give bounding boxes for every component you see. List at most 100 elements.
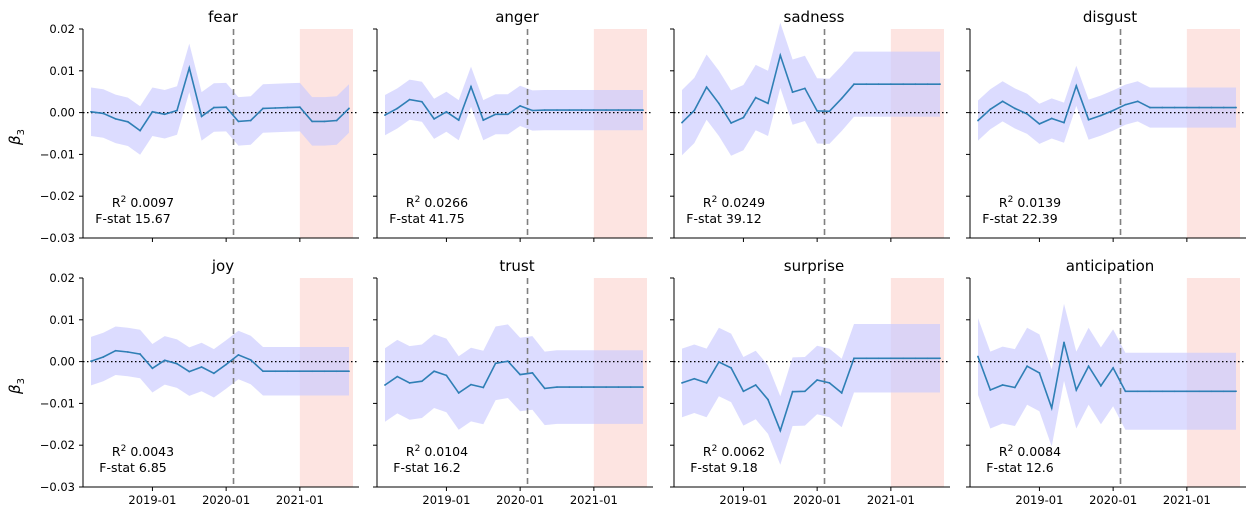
series-line bbox=[681, 52, 940, 125]
data-point bbox=[237, 354, 240, 356]
data-point bbox=[420, 380, 423, 383]
x-tick-label: 2020-01 bbox=[1089, 493, 1137, 506]
data-point bbox=[176, 109, 178, 112]
data-point bbox=[225, 363, 228, 366]
data-point bbox=[457, 119, 460, 122]
data-point bbox=[139, 353, 142, 355]
panel-surprise: 2019-01 2020-01 2021-01 surprise R2 0.0062F-… bbox=[670, 257, 950, 506]
data-point bbox=[274, 107, 277, 109]
data-point bbox=[384, 384, 386, 386]
data-point bbox=[1210, 390, 1213, 393]
r2-label: R2 0.0097 bbox=[112, 195, 174, 210]
panel-trust: 2019-01 2020-01 2021-01 trust R2 0.0104F-sta… bbox=[373, 257, 653, 506]
y-tick-label: −0.02 bbox=[40, 189, 75, 203]
data-point bbox=[767, 102, 769, 105]
data-point bbox=[914, 357, 917, 360]
data-point bbox=[889, 357, 892, 360]
data-point bbox=[1087, 118, 1090, 121]
data-point bbox=[1185, 390, 1188, 393]
data-point bbox=[1013, 386, 1016, 389]
y-tick-label: 0.02 bbox=[49, 271, 75, 285]
x-tick-label: 2019-01 bbox=[422, 493, 470, 506]
data-point bbox=[1149, 390, 1151, 393]
confidence-band bbox=[91, 43, 349, 155]
data-point bbox=[1235, 106, 1237, 109]
shaded-period bbox=[593, 29, 647, 238]
data-point bbox=[580, 109, 583, 111]
data-point bbox=[1161, 390, 1164, 393]
data-point bbox=[939, 357, 941, 360]
x-tick-label: 2019-01 bbox=[128, 493, 176, 506]
data-point bbox=[262, 107, 264, 110]
data-point bbox=[433, 117, 436, 120]
data-point bbox=[779, 429, 782, 432]
panel-title: fear bbox=[208, 8, 239, 26]
r2-label: R2 0.0043 bbox=[112, 444, 174, 459]
fstat-label: F-stat 22.39 bbox=[982, 211, 1057, 226]
data-point bbox=[482, 386, 485, 389]
data-point bbox=[420, 100, 423, 103]
data-point bbox=[1124, 103, 1127, 106]
y-axis-title: β3 bbox=[6, 129, 27, 146]
data-point bbox=[396, 375, 399, 378]
data-point bbox=[828, 382, 831, 384]
data-point bbox=[126, 351, 129, 353]
panel-title: anticipation bbox=[1066, 257, 1155, 275]
data-point bbox=[396, 107, 399, 110]
data-point bbox=[1210, 106, 1213, 109]
data-point bbox=[1185, 106, 1188, 109]
data-point bbox=[188, 66, 191, 69]
data-point bbox=[531, 109, 534, 112]
data-point bbox=[705, 86, 708, 89]
data-point bbox=[803, 87, 806, 90]
data-point bbox=[592, 386, 595, 388]
data-point bbox=[1173, 106, 1176, 109]
data-point bbox=[1050, 117, 1053, 120]
data-point bbox=[629, 386, 632, 388]
y-tick-label: 0.02 bbox=[49, 22, 75, 36]
y-tick-label: 0.01 bbox=[49, 313, 75, 327]
data-point bbox=[1075, 389, 1078, 391]
data-point bbox=[237, 120, 240, 123]
data-point bbox=[212, 106, 215, 109]
panel-joy: 0.02 0.01 0.00 −0.01 −0.02 −0.03 2019-01 2020-0… bbox=[40, 257, 359, 506]
data-point bbox=[693, 377, 696, 380]
data-point bbox=[543, 387, 546, 390]
data-point bbox=[791, 91, 794, 94]
data-point bbox=[90, 110, 92, 113]
data-point bbox=[249, 119, 252, 122]
r2-label: R2 0.0084 bbox=[999, 444, 1061, 459]
data-point bbox=[681, 121, 683, 124]
data-point bbox=[1136, 390, 1139, 393]
data-point bbox=[816, 379, 819, 381]
panel-title: joy bbox=[211, 257, 234, 275]
shaded-period bbox=[1186, 29, 1240, 238]
series-line bbox=[681, 357, 940, 433]
y-tick-label: −0.03 bbox=[40, 231, 75, 245]
data-point bbox=[114, 117, 117, 120]
data-point bbox=[853, 357, 855, 360]
y-axis-title: β3 bbox=[6, 378, 27, 395]
y-tick-label: 0.01 bbox=[49, 64, 75, 78]
x-tick-label: 2021-01 bbox=[1163, 493, 1211, 506]
data-point bbox=[717, 361, 720, 363]
y-axis-title-text: β3 bbox=[6, 378, 27, 395]
data-point bbox=[457, 392, 460, 394]
x-tick-label: 2020-01 bbox=[202, 493, 250, 506]
data-point bbox=[494, 113, 497, 116]
fstat-label: F-stat 9.18 bbox=[690, 460, 758, 475]
data-point bbox=[840, 392, 843, 394]
data-point bbox=[1173, 390, 1176, 393]
data-point bbox=[754, 96, 757, 99]
panel-title: surprise bbox=[784, 257, 844, 275]
data-point bbox=[200, 366, 203, 368]
data-point bbox=[286, 106, 289, 109]
data-point bbox=[605, 109, 608, 111]
fstat-label: F-stat 15.67 bbox=[95, 211, 170, 226]
confidence-band bbox=[385, 324, 643, 430]
data-point bbox=[556, 386, 558, 388]
x-tick-label: 2020-01 bbox=[793, 493, 841, 506]
series-line bbox=[90, 64, 350, 132]
data-point bbox=[977, 119, 979, 122]
